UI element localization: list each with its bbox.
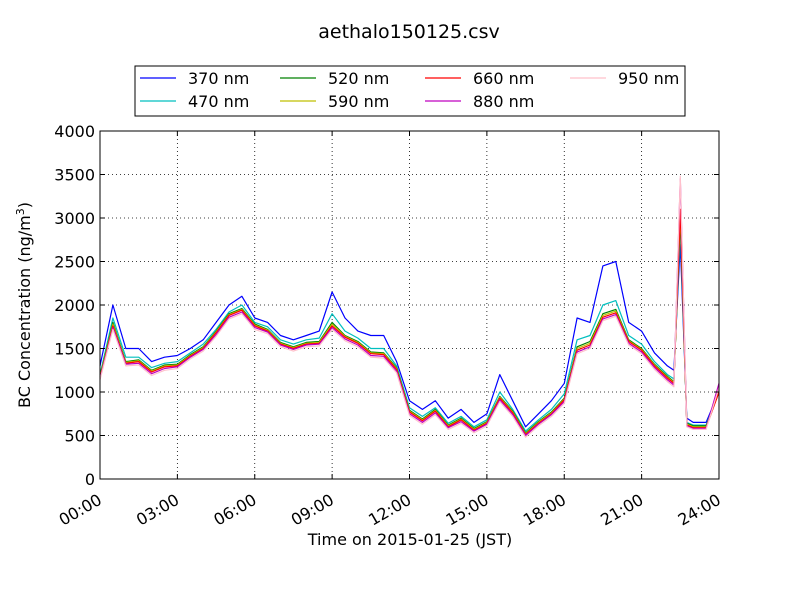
y-tick-label: 2500 bbox=[54, 253, 95, 272]
y-axis-label-suffix: ) bbox=[15, 202, 34, 208]
series-line-880-nm bbox=[99, 178, 720, 437]
legend-label: 520 nm bbox=[328, 69, 389, 88]
series-lines bbox=[99, 175, 720, 438]
y-tick-label: 500 bbox=[64, 427, 95, 446]
axis-ticks bbox=[99, 130, 720, 480]
y-tick-labels: 0 500 1000 1500 2000 2500 3000 3500 4000 bbox=[54, 122, 95, 489]
legend: 370 nm 470 nm 520 nm 590 nm 660 nm 880 nm 950 … bbox=[134, 65, 686, 117]
legend-label: 590 nm bbox=[328, 92, 389, 111]
legend-label: 370 nm bbox=[188, 69, 249, 88]
series-line-470-nm bbox=[99, 226, 720, 432]
legend-label: 470 nm bbox=[188, 92, 249, 111]
y-tick-label: 2000 bbox=[54, 296, 95, 315]
y-axis-label-text: BC Concentration (ng/m bbox=[15, 215, 34, 408]
y-tick-label: 3500 bbox=[54, 166, 95, 185]
x-axis-label: Time on 2015-01-25 (JST) bbox=[307, 530, 512, 549]
legend-frame bbox=[134, 65, 686, 117]
chart-title: aethalo150125.csv bbox=[318, 21, 500, 43]
legend-label: 660 nm bbox=[473, 69, 534, 88]
series-line-950-nm bbox=[99, 175, 720, 438]
legend-label: 950 nm bbox=[618, 69, 679, 88]
y-axis-label-superscript: 3 bbox=[14, 208, 27, 215]
series-line-660-nm bbox=[99, 208, 720, 436]
y-tick-label: 1500 bbox=[54, 340, 95, 359]
series-line-370-nm bbox=[99, 243, 720, 428]
y-axis-label: BC Concentration (ng/m3) bbox=[14, 202, 34, 408]
y-tick-label: 0 bbox=[85, 470, 95, 489]
y-tick-label: 4000 bbox=[54, 122, 95, 141]
legend-label: 880 nm bbox=[473, 92, 534, 111]
y-tick-label: 1000 bbox=[54, 383, 95, 402]
y-tick-label: 3000 bbox=[54, 209, 95, 228]
